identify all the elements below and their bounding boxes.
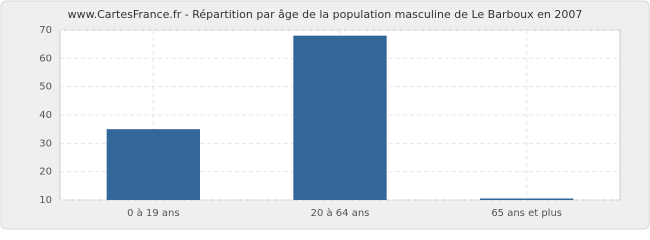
y-tick-label: 70 <box>39 25 52 36</box>
bar <box>106 129 200 200</box>
x-tick-label: 65 ans et plus <box>491 208 562 219</box>
y-tick-label: 50 <box>39 82 52 93</box>
bar <box>293 35 387 200</box>
y-tick-label: 10 <box>39 195 52 206</box>
page: www.CartesFrance.fr - Répartition par âg… <box>0 0 650 230</box>
chart: www.CartesFrance.fr - Répartition par âg… <box>0 0 650 230</box>
y-tick-label: 40 <box>39 110 52 121</box>
y-tick-label: 60 <box>39 53 52 64</box>
x-tick-label: 0 à 19 ans <box>127 207 179 219</box>
x-tick-label: 20 à 64 ans <box>311 207 370 219</box>
bar <box>480 198 574 200</box>
chart-title: www.CartesFrance.fr - Répartition par âg… <box>68 8 583 21</box>
y-tick-label: 30 <box>39 138 52 149</box>
y-tick-label: 20 <box>39 167 52 178</box>
